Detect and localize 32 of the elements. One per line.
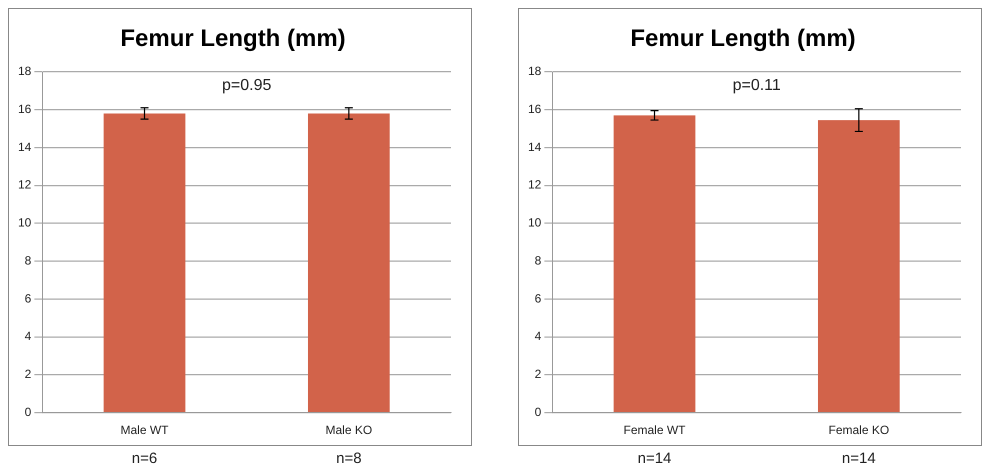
text: n=6 <box>132 450 158 467</box>
y-tick-label: 0 <box>24 404 32 419</box>
y-tick-label: 2 <box>534 367 542 382</box>
x-tick-label: Male WT <box>120 423 170 438</box>
y-tick-label: 18 <box>528 64 542 78</box>
y-tick-label: 14 <box>528 140 542 154</box>
text: n=14 <box>842 450 876 467</box>
y-tick-label: 12 <box>528 178 542 192</box>
y-tick-label: 2 <box>24 367 32 382</box>
x-tick-label: Female WT <box>624 423 686 438</box>
chart-title: Femur Length (mm) <box>120 25 346 52</box>
y-tick-label: 12 <box>18 178 32 192</box>
y-tick-label: 8 <box>534 253 542 268</box>
x-tick-label: Male KO <box>325 423 372 438</box>
text: n=8 <box>336 450 362 467</box>
y-tick-label: 10 <box>18 216 32 230</box>
chart-title: Femur Length (mm) <box>630 25 856 52</box>
y-tick-label: 18 <box>18 64 32 78</box>
y-tick-label: 14 <box>18 140 32 154</box>
y-tick-label: 4 <box>534 329 542 344</box>
y-tick-label: 8 <box>24 253 32 268</box>
text: n=14 <box>638 450 672 467</box>
x-tick-label: Female KO <box>828 423 890 438</box>
y-tick-label: 16 <box>528 102 542 116</box>
y-tick-label: 16 <box>18 102 32 116</box>
y-tick-label: 0 <box>534 404 542 419</box>
annotation: p=0.95 <box>222 77 272 94</box>
y-tick-label: 6 <box>24 291 32 306</box>
y-tick-label: 6 <box>534 291 542 306</box>
annotation: p=0.11 <box>732 77 781 94</box>
y-tick-label: 4 <box>24 329 32 344</box>
y-tick-label: 10 <box>528 216 542 230</box>
